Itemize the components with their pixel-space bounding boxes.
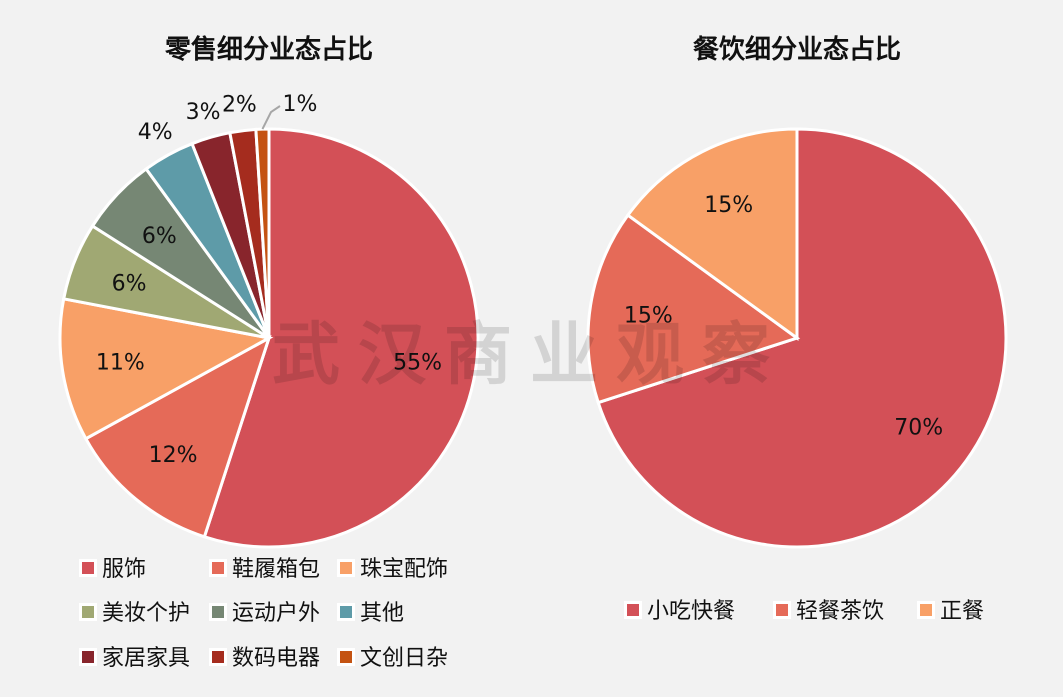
legend-label: 文创日杂 xyxy=(360,646,448,671)
data-label: 55% xyxy=(393,351,442,376)
legend-item: 正餐 xyxy=(917,599,984,624)
data-label: 15% xyxy=(704,193,753,218)
data-label: 11% xyxy=(96,351,145,376)
legend-swatch xyxy=(340,606,352,618)
data-label: 70% xyxy=(894,415,943,440)
legend-item: 运动户外 xyxy=(209,601,320,626)
legend-item: 家居家具 xyxy=(79,646,190,671)
legend-label: 家居家具 xyxy=(102,646,190,671)
legend-item: 数码电器 xyxy=(209,646,320,671)
pie-slice xyxy=(625,127,799,341)
chart-title: 餐饮细分业态占比 xyxy=(693,34,901,65)
legend-swatch xyxy=(920,604,932,616)
legend-swatch xyxy=(82,606,94,618)
legend-item: 美妆个护 xyxy=(79,601,190,626)
pie-slice xyxy=(586,213,801,405)
legend-item: 其他 xyxy=(337,601,404,626)
data-label: 12% xyxy=(149,443,198,468)
legend-label: 数码电器 xyxy=(232,646,320,671)
chart-title: 零售细分业态占比 xyxy=(165,34,373,65)
legend-item: 轻餐茶饮 xyxy=(773,599,884,624)
data-label: 2% xyxy=(222,93,257,118)
pie-chart-2: 餐饮细分业态占比 70% 15% 15% 小吃快餐 轻餐茶饮 正餐 xyxy=(586,34,1008,624)
data-label: 4% xyxy=(138,120,173,145)
legend-swatch xyxy=(776,604,788,616)
legend-swatch xyxy=(340,651,352,663)
legend-label: 鞋履箱包 xyxy=(232,557,320,582)
pie-slice xyxy=(83,334,272,539)
legend-swatch xyxy=(82,651,94,663)
pie-chart-1: 零售细分业态占比 55% 12% 11% 6% 6% 4% 3% 2% 1% 服饰 鞋履箱包 珠宝配饰美… xyxy=(58,34,480,671)
legend-item: 服饰 xyxy=(79,557,146,582)
legend-swatch xyxy=(82,562,94,574)
legend-swatch xyxy=(212,606,224,618)
legend-label: 正餐 xyxy=(940,599,984,624)
data-label: 6% xyxy=(112,272,147,297)
legend-swatch xyxy=(627,604,639,616)
legend-item: 文创日杂 xyxy=(337,646,448,671)
legend-label: 服饰 xyxy=(102,557,146,582)
legend-label: 珠宝配饰 xyxy=(360,557,448,582)
data-label: 15% xyxy=(624,303,673,328)
legend-item: 小吃快餐 xyxy=(624,599,735,624)
legend-label: 轻餐茶饮 xyxy=(796,599,884,624)
legend-label: 运动户外 xyxy=(232,601,320,626)
data-label: 6% xyxy=(142,224,177,249)
pie-slice xyxy=(202,127,480,549)
watermark: 武汉商业观察 xyxy=(272,315,788,395)
legend-item: 鞋履箱包 xyxy=(209,557,320,582)
legend-swatch xyxy=(212,651,224,663)
pie-slice xyxy=(58,297,274,441)
data-label: 1% xyxy=(283,92,318,117)
legend-swatch xyxy=(212,562,224,574)
legend-swatch xyxy=(340,562,352,574)
leader-line xyxy=(261,105,281,130)
legend-label: 其他 xyxy=(360,601,404,626)
pie-slice xyxy=(596,127,1008,549)
data-label: 3% xyxy=(186,100,221,125)
legend-item: 珠宝配饰 xyxy=(337,557,448,582)
legend-label: 美妆个护 xyxy=(102,601,190,626)
legend-label: 小吃快餐 xyxy=(647,599,735,624)
